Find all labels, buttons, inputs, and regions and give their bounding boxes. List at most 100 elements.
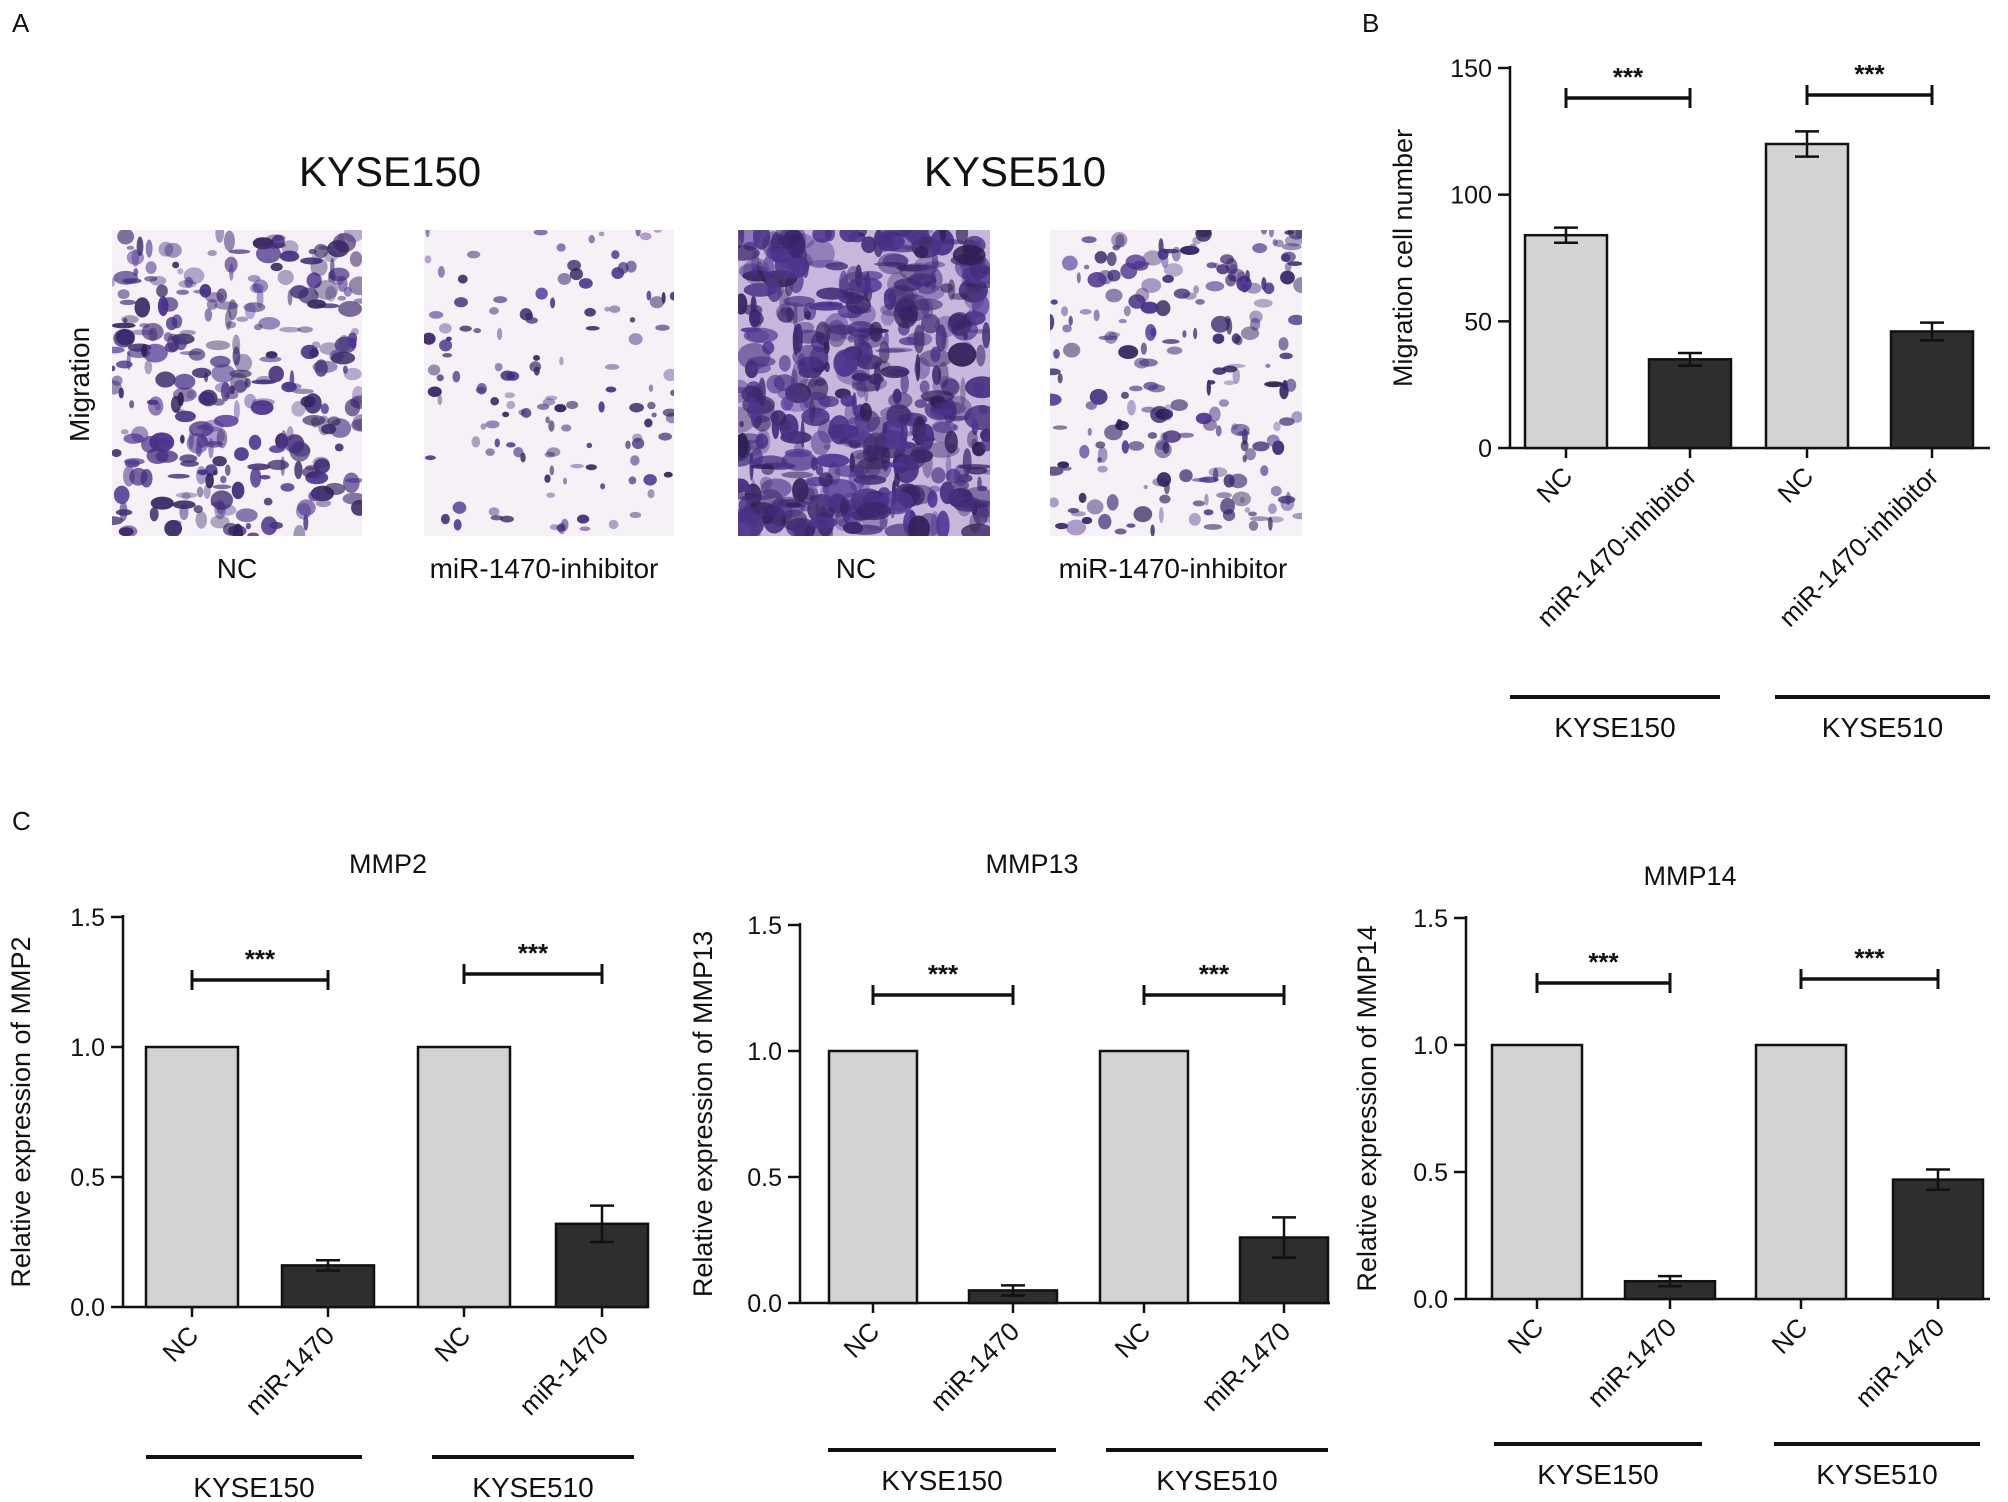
stained-cell — [815, 465, 824, 476]
stained-cell — [300, 395, 316, 408]
stained-cell — [216, 288, 228, 303]
stained-cell — [457, 274, 468, 284]
stained-cell — [643, 474, 657, 486]
stained-cell — [1050, 497, 1059, 508]
stained-cell — [134, 297, 151, 318]
stained-cell — [254, 323, 263, 331]
stained-cell — [489, 307, 499, 315]
stained-cell — [279, 250, 300, 262]
stained-cell — [332, 233, 357, 253]
stained-cell — [556, 243, 566, 252]
bar-nc — [144, 1045, 240, 1309]
stained-cell — [1223, 380, 1236, 386]
stained-cell — [330, 351, 356, 365]
stained-cell — [205, 472, 214, 489]
stained-cell — [823, 444, 831, 450]
group-label: KYSE510 — [1822, 712, 1943, 743]
stained-cell — [169, 520, 182, 527]
stained-cell — [1193, 327, 1198, 340]
stained-cell — [1087, 427, 1092, 436]
stained-cell — [1115, 234, 1125, 248]
stained-cell — [882, 418, 904, 445]
row-label-migration: Migration — [64, 326, 95, 442]
stained-cell — [1223, 474, 1235, 488]
stained-cell — [762, 255, 775, 281]
stained-cell — [947, 312, 972, 336]
micrograph-kyse150-nc — [112, 230, 362, 536]
stained-cell — [215, 230, 225, 243]
stained-cell — [815, 321, 831, 346]
stained-cell — [977, 485, 988, 492]
stained-cell — [1260, 465, 1269, 477]
stained-cell — [771, 496, 805, 518]
stained-cell — [898, 337, 921, 346]
stained-cell — [738, 492, 761, 500]
significance-label: *** — [245, 944, 276, 974]
stained-cell — [625, 440, 631, 450]
stained-cell — [1161, 248, 1180, 254]
stained-cell — [629, 402, 644, 413]
stained-cell — [496, 327, 503, 341]
stained-cell — [315, 499, 332, 508]
stained-cell — [184, 276, 194, 288]
stained-cell — [1061, 255, 1078, 271]
stained-cell — [263, 497, 273, 506]
stained-cell — [1208, 467, 1228, 478]
stained-cell — [223, 230, 235, 252]
stained-cell — [251, 379, 277, 385]
stained-cell — [1107, 269, 1121, 282]
significance-label: *** — [518, 938, 549, 968]
stained-cell — [144, 275, 158, 282]
stained-cell — [939, 230, 946, 243]
stained-cell — [738, 293, 748, 315]
stained-cell — [445, 336, 452, 342]
stained-cell — [884, 331, 889, 348]
stained-cell — [1161, 252, 1169, 268]
stained-cell — [781, 471, 814, 479]
stained-cell — [966, 309, 978, 322]
stained-cell — [1173, 288, 1191, 299]
stained-cell — [588, 234, 595, 244]
stained-cell — [629, 511, 642, 519]
stained-cell — [1252, 243, 1268, 254]
stained-cell — [1232, 367, 1241, 384]
stained-cell — [600, 483, 606, 490]
stained-cell — [738, 245, 760, 261]
stained-cell — [1264, 381, 1284, 388]
stained-cell — [537, 403, 550, 410]
stained-cell — [115, 360, 133, 369]
stained-cell — [1097, 457, 1102, 463]
stained-cell — [858, 477, 870, 500]
stained-cell — [1097, 465, 1108, 473]
stained-cell — [957, 464, 990, 470]
stained-cell — [317, 303, 340, 309]
stained-cell — [750, 448, 763, 468]
y-axis-label: Migration cell number — [1388, 129, 1418, 387]
stained-cell — [893, 454, 919, 484]
stained-cell — [314, 280, 339, 300]
stained-cell — [843, 287, 855, 300]
stained-cell — [112, 322, 136, 329]
stained-cell — [1234, 335, 1243, 346]
stained-cell — [963, 332, 968, 340]
stained-cell — [210, 490, 234, 510]
stained-cell — [793, 303, 798, 330]
stained-cell — [820, 323, 847, 328]
y-tick-label: 150 — [1450, 55, 1492, 83]
stained-cell — [887, 285, 915, 308]
stained-cell — [1245, 269, 1250, 283]
stained-cell — [519, 308, 533, 321]
stained-cell — [117, 230, 135, 245]
stained-cell — [167, 333, 180, 352]
stained-cell — [879, 406, 913, 421]
stained-cell — [490, 396, 500, 406]
stained-cell — [250, 467, 262, 488]
stained-cell — [252, 282, 259, 293]
stained-cell — [1159, 507, 1164, 524]
stained-cell — [579, 526, 591, 532]
stained-cell — [546, 492, 555, 498]
stained-cell — [1222, 365, 1238, 373]
stained-cell — [1220, 254, 1234, 265]
group-label: KYSE150 — [193, 1472, 314, 1502]
panel-letter-a: A — [12, 8, 30, 38]
